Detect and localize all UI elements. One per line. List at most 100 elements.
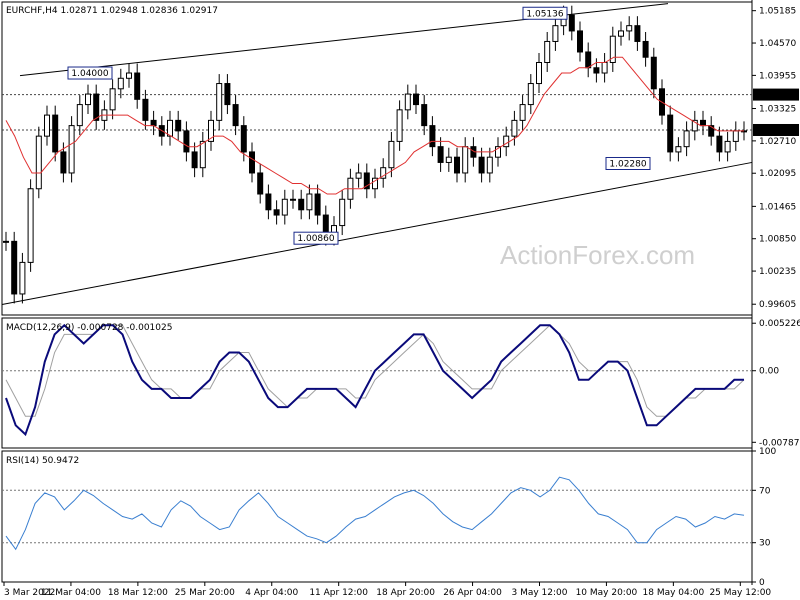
candle-body [568, 14, 575, 32]
candle-body [634, 25, 641, 42]
candle-body [11, 240, 18, 295]
candle-body [667, 114, 674, 153]
candle-body [76, 104, 83, 127]
annotation-label: 1.04000 [71, 69, 108, 79]
rsi-pane-header: RSI(14) 50.9472 [6, 456, 79, 466]
candle-body [265, 193, 272, 211]
candle-body [413, 93, 419, 106]
rsi-ytick-label: 0 [759, 578, 765, 588]
x-tick-label: 18 May 04:00 [643, 588, 705, 598]
candle-body [208, 119, 214, 142]
macd-macd-line [5, 323, 744, 437]
candle-body [618, 30, 624, 37]
macd-ytick-label: -0.007873 [759, 438, 800, 448]
candle-body [199, 140, 206, 169]
candle-body [642, 40, 649, 58]
x-tick-label: 26 Apr 04:00 [443, 588, 502, 598]
candle-body [724, 140, 731, 153]
candle-body [462, 146, 469, 174]
price-ytick-label: 1.00235 [759, 267, 796, 277]
price-ytick-label: 1.03325 [759, 105, 796, 115]
x-tick-label: 3 Mar 2022 [4, 588, 55, 598]
candle-body [372, 177, 378, 190]
annotation-box [605, 156, 651, 170]
candle-body [19, 261, 26, 295]
price-ytick-label: 1.05185 [759, 7, 796, 17]
candle-body [511, 119, 518, 137]
moving-average-line [5, 56, 744, 195]
price-ytick-label: 1.02710 [759, 137, 796, 147]
candle-body [281, 198, 288, 216]
candle-body [167, 119, 173, 137]
candle-body [593, 67, 600, 74]
candle-body [183, 130, 190, 153]
candle-body [700, 119, 706, 127]
price-ytick-label: 1.01465 [759, 202, 796, 212]
price-ytick-label: 0.99605 [759, 300, 796, 310]
price-tag-box [753, 88, 799, 101]
price-ytick-label: 1.00850 [759, 235, 796, 245]
candle-body [150, 119, 157, 127]
candle-body [126, 72, 132, 79]
candle-body [134, 72, 141, 100]
candle-body [240, 125, 247, 153]
annotation-label: 1.05136 [526, 9, 563, 19]
x-tick-label: 18 Mar 12:00 [108, 588, 168, 598]
x-tick-label: 3 May 12:00 [511, 588, 567, 598]
candle-body [306, 193, 313, 211]
candle-body [626, 25, 633, 32]
candle-body [552, 25, 559, 42]
candle-body [249, 151, 255, 174]
annotation-box [522, 6, 568, 20]
candle-body [85, 93, 91, 106]
rsi-ytick-label: 70 [759, 486, 771, 496]
candle-body [142, 98, 149, 121]
candle-body [298, 198, 305, 211]
candle-body [232, 104, 239, 127]
annotation-box [67, 66, 113, 80]
candle-body [257, 172, 264, 195]
candle-body [68, 125, 75, 174]
price-pane-header: EURCHF,H4 1.02871 1.02948 1.02836 1.0291… [6, 6, 218, 16]
rsi-line [5, 476, 745, 551]
candle-body [273, 209, 280, 216]
candle-body [355, 172, 362, 179]
x-tick-label: 4 Apr 04:00 [245, 588, 298, 598]
candle-body [93, 93, 100, 121]
x-tick-label: 25 May 12:00 [709, 588, 771, 598]
candle-body [691, 119, 698, 132]
x-tick-label: 10 May 20:00 [576, 588, 638, 598]
price-tag-label: 1.03590 [756, 91, 793, 101]
candle-body [609, 35, 616, 63]
pane-frame-2 [1, 450, 753, 583]
price-ytick-label: 1.04570 [759, 39, 796, 49]
candle-body [429, 125, 436, 148]
candle-body [495, 146, 501, 158]
candle-body [421, 104, 428, 127]
macd-signal-line [5, 324, 745, 417]
macd-ytick-label: 0.005226 [759, 319, 800, 329]
annotation-box [293, 231, 339, 245]
candle-body [404, 93, 411, 111]
macd-ytick-label: 0.00 [759, 367, 779, 377]
price-tag-box [753, 123, 799, 136]
candle-body [388, 140, 395, 169]
candle-body [519, 104, 526, 121]
candle-body [175, 119, 182, 132]
candle-body [445, 156, 452, 163]
candle-body [339, 198, 346, 227]
candle-body [601, 61, 608, 74]
candle-body [486, 156, 493, 174]
price-ytick-label: 1.02095 [759, 169, 796, 179]
candle-body [380, 167, 387, 179]
candle-body [216, 83, 223, 121]
candle-body [35, 135, 42, 190]
candle-body [27, 188, 34, 263]
price-ytick-label: 1.03955 [759, 71, 796, 81]
candle-body [117, 77, 124, 90]
x-tick-label: 11 Mar 04:00 [41, 588, 101, 598]
candle-body [650, 56, 657, 90]
annotation-label: 1.00860 [297, 234, 334, 244]
price-tag-label: 1.02917 [756, 126, 793, 136]
